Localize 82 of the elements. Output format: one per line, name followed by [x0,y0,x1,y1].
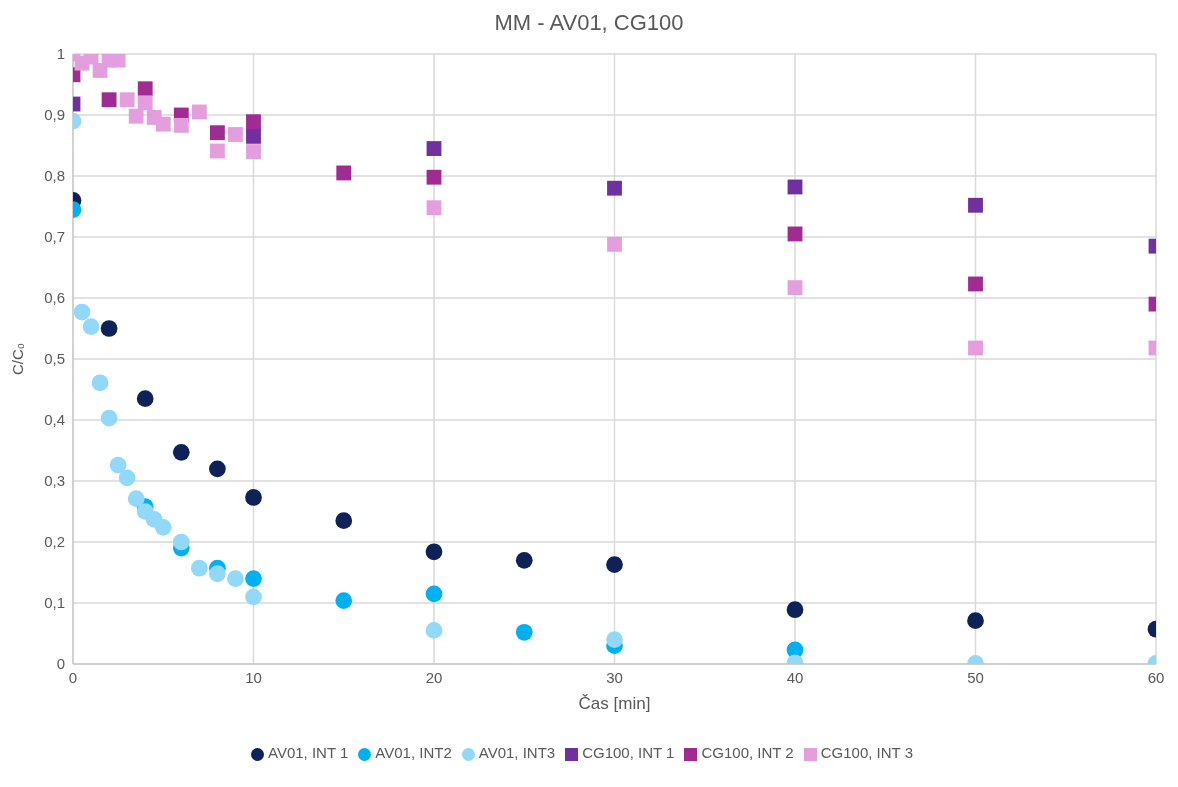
chart-title: MM - AV01, CG100 [493,9,685,37]
point [101,92,117,108]
point [82,318,100,336]
point [968,276,983,292]
point [515,551,533,569]
point [425,585,443,603]
point [209,143,225,159]
point [426,141,442,156]
y-axis-title: C/C₀ [9,342,27,376]
point [515,623,533,641]
point [245,570,262,587]
point [425,622,443,639]
x-tick-label: 0 [68,668,78,686]
x-tick-label: 30 [606,668,623,686]
legend-label: AV01, INT 1 [268,744,349,761]
point [335,592,353,609]
point [245,588,262,606]
y-tick-label: 0,2 [44,533,65,551]
point [426,169,442,185]
point [127,490,145,508]
y-tick-label: 0,7 [44,228,65,246]
point [110,54,126,68]
x-tick-label: 20 [425,668,443,686]
point [136,390,154,407]
y-tick-label: 0,3 [44,472,65,490]
point [100,320,118,337]
point [245,489,262,506]
x-tick-label: 10 [245,668,262,686]
point [209,125,225,141]
point [118,469,136,487]
point [607,236,622,252]
point [190,559,208,577]
x-tick-label: 40 [786,668,804,686]
point [246,144,261,160]
point [155,116,171,132]
legend-label: CG100, INT 3 [820,744,913,761]
point [787,280,803,296]
point [246,114,261,130]
point [172,533,190,551]
point [91,374,109,392]
point [191,104,207,120]
point [209,460,226,478]
point [100,409,118,427]
point [109,456,127,474]
point [246,128,261,144]
point [425,543,443,561]
point [154,519,172,536]
point [119,92,135,108]
x-tick-label: 60 [1147,668,1165,686]
y-tick-label: 0,9 [44,106,65,124]
point [228,127,243,142]
point [172,443,190,461]
y-tick-label: 0,5 [44,350,65,368]
point [606,556,623,573]
y-tick-label: 0,6 [44,289,65,307]
point [786,601,804,619]
y-tick-label: 1 [56,45,65,63]
x-axis-title: Čas [min] [578,694,651,713]
point [967,612,984,630]
x-tick-label: 50 [967,668,984,686]
point [137,95,153,111]
point [227,570,244,587]
point [137,81,153,97]
legend-label: AV01, INT3 [478,744,556,761]
point [607,180,622,196]
y-tick-label: 0,4 [44,411,65,429]
point [426,200,442,216]
point [968,340,983,356]
point [606,631,623,648]
point [335,512,353,529]
point [209,565,226,583]
point [73,303,91,321]
y-tick-label: 0 [56,655,65,673]
point [968,197,983,213]
point [336,165,352,181]
y-tick-label: 0,8 [44,167,65,185]
legend-label: AV01, INT2 [375,744,452,761]
legend-label: CG100, INT 2 [701,744,794,761]
point [173,117,189,133]
point [128,108,144,124]
legend-label: CG100, INT 1 [582,744,675,761]
y-tick-label: 0,1 [44,594,65,612]
